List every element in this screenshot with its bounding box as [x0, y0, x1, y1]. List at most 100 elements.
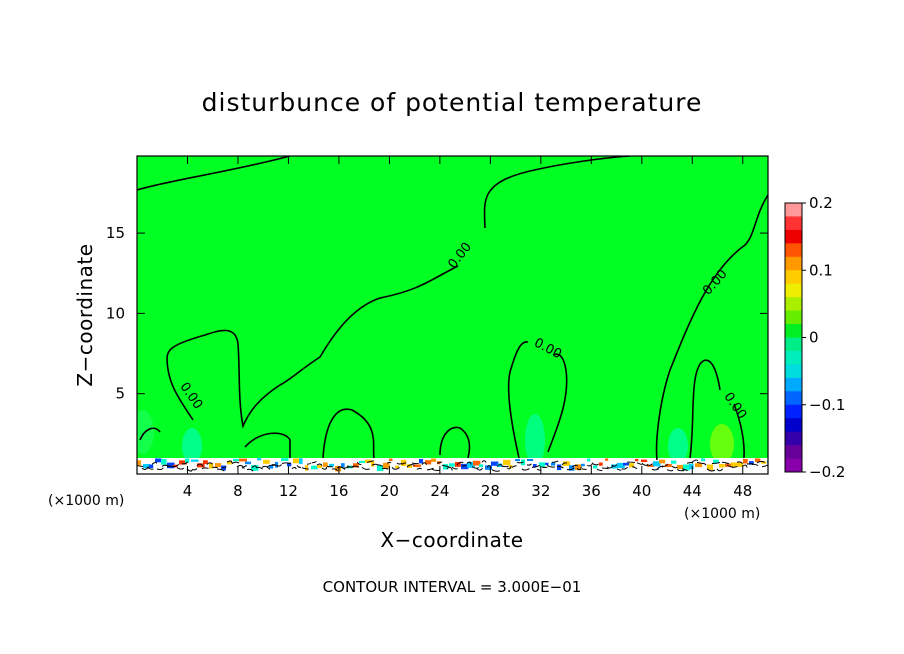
surface-contour — [291, 467, 297, 470]
surface-contour — [601, 467, 609, 470]
surface-contour — [256, 466, 263, 470]
surface-contour — [611, 464, 618, 467]
surface-cell — [623, 462, 631, 466]
surface-cell — [209, 462, 214, 469]
surface-contour — [421, 462, 428, 465]
surface-cell — [479, 464, 484, 468]
surface-cell — [305, 465, 309, 471]
surface-contour — [271, 464, 279, 467]
surface-contour — [476, 467, 483, 471]
surface-contour — [676, 469, 685, 472]
surface-contour — [701, 462, 707, 466]
surface-cell — [323, 462, 328, 467]
surface-contour — [276, 464, 282, 467]
surface-cell — [545, 462, 549, 465]
x-tick-label: 48 — [733, 482, 752, 500]
surface-contour — [586, 463, 593, 467]
x-tick-label: 20 — [380, 482, 399, 500]
surface-cell — [581, 463, 585, 467]
anomaly-patch — [710, 424, 734, 464]
surface-cell — [287, 463, 292, 467]
surface-contour — [481, 460, 487, 463]
surface-cell — [371, 461, 375, 467]
surface-cell — [293, 458, 300, 464]
surface-contour — [456, 461, 464, 466]
colorbar-swatch — [785, 418, 802, 433]
colorbar-swatch — [785, 256, 802, 271]
surface-contour — [406, 464, 416, 468]
colorbar-tick-label: 0.1 — [809, 261, 833, 279]
surface-cell — [737, 462, 744, 467]
y-tick-label: 5 — [115, 385, 125, 403]
surface-contour — [681, 468, 688, 472]
surface-cell — [167, 462, 175, 469]
surface-contour — [376, 464, 383, 467]
surface-contour — [571, 464, 579, 468]
surface-contour — [361, 466, 370, 470]
surface-cell — [563, 461, 570, 466]
colorbar-swatch — [785, 243, 802, 258]
surface-contour — [616, 468, 622, 471]
surface-contour — [316, 463, 323, 466]
surface-cell — [185, 458, 190, 463]
surface-contour — [526, 463, 532, 466]
surface-cell — [587, 458, 591, 462]
surface-contour — [621, 466, 628, 470]
surface-contour — [196, 463, 204, 467]
y-tick-label: 15 — [106, 224, 125, 242]
surface-contour — [651, 468, 660, 471]
surface-cell — [653, 461, 661, 467]
surface-cell — [191, 459, 199, 462]
surface-cell — [329, 463, 335, 467]
surface-cell — [569, 465, 575, 471]
x-unit-label-right: (×1000 m) — [684, 506, 760, 522]
x-tick-label: 28 — [481, 482, 500, 500]
surface-contour — [566, 467, 575, 471]
colorbar-tick-label: −0.2 — [809, 463, 845, 481]
surface-contour — [466, 461, 472, 465]
surface-cell — [719, 464, 725, 468]
surface-contour — [416, 467, 422, 470]
surface-contour — [641, 462, 648, 466]
surface-cell — [419, 458, 424, 464]
colorbar-swatch — [785, 270, 802, 285]
surface-contour — [716, 468, 724, 472]
surface-contour — [346, 465, 355, 468]
colorbar-swatch — [785, 350, 802, 365]
surface-contour — [411, 462, 419, 465]
contour-interval-note: CONTOUR INTERVAL = 3.000E−01 — [323, 578, 582, 596]
surface-contour — [646, 463, 654, 466]
surface-contour — [691, 459, 699, 463]
surface-cell — [689, 463, 694, 470]
surface-cell — [407, 464, 412, 468]
surface-contour — [561, 462, 568, 466]
y-tick-label: 10 — [106, 304, 125, 322]
surface-contour — [386, 461, 392, 464]
contour-line — [244, 432, 291, 458]
surface-contour — [251, 465, 257, 469]
contour-line — [733, 403, 745, 459]
x-tick-label: 36 — [582, 482, 601, 500]
surface-contour — [751, 463, 759, 467]
x-tick-label: 12 — [279, 482, 298, 500]
contour-line — [483, 156, 631, 229]
surface-cell — [755, 458, 761, 462]
surface-cell — [137, 460, 142, 466]
surface-contour — [391, 467, 400, 470]
surface-cell — [593, 465, 598, 469]
colorbar: 0.2 0.1 0 −0.1 −0.2 — [784, 194, 845, 481]
colorbar-swatch — [785, 391, 802, 406]
colorbar-swatch — [785, 377, 802, 392]
surface-cell — [143, 464, 150, 469]
plot-frame — [136, 155, 769, 475]
surface-cell — [575, 464, 582, 470]
surface-contour — [306, 462, 312, 465]
surface-contour — [146, 466, 154, 470]
contour-line — [322, 408, 375, 459]
surface-contour — [706, 468, 716, 472]
surface-contour — [686, 461, 694, 464]
surface-cell — [281, 458, 289, 461]
colorbar-swatch — [785, 404, 802, 419]
surface-contour — [181, 461, 189, 465]
x-axis-label: X−coordinate — [380, 528, 523, 552]
